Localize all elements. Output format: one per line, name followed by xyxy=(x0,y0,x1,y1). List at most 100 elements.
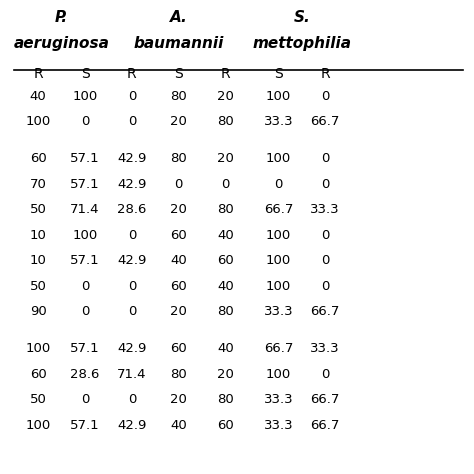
Text: 100: 100 xyxy=(73,229,98,242)
Text: 60: 60 xyxy=(30,152,46,165)
Text: 80: 80 xyxy=(170,368,187,381)
Text: 66.7: 66.7 xyxy=(310,305,340,318)
Text: baumannii: baumannii xyxy=(134,36,224,51)
Text: 0: 0 xyxy=(81,115,89,128)
Text: 80: 80 xyxy=(170,90,187,103)
Text: 0: 0 xyxy=(81,393,89,406)
Text: 42.9: 42.9 xyxy=(117,254,146,267)
Text: 0: 0 xyxy=(128,115,136,128)
Text: 0: 0 xyxy=(321,152,329,165)
Text: 80: 80 xyxy=(217,203,234,216)
Text: 100: 100 xyxy=(26,115,51,128)
Text: 28.6: 28.6 xyxy=(117,203,146,216)
Text: 28.6: 28.6 xyxy=(70,368,100,381)
Text: S: S xyxy=(174,67,183,82)
Text: 57.1: 57.1 xyxy=(70,342,100,356)
Text: 100: 100 xyxy=(266,280,291,292)
Text: 42.9: 42.9 xyxy=(117,178,146,191)
Text: 0: 0 xyxy=(321,280,329,292)
Text: 66.7: 66.7 xyxy=(264,203,293,216)
Text: 0: 0 xyxy=(128,393,136,406)
Text: 0: 0 xyxy=(128,229,136,242)
Text: 40: 40 xyxy=(170,254,187,267)
Text: 20: 20 xyxy=(170,393,187,406)
Text: 100: 100 xyxy=(266,254,291,267)
Text: 66.7: 66.7 xyxy=(264,342,293,356)
Text: 80: 80 xyxy=(217,305,234,318)
Text: 57.1: 57.1 xyxy=(70,419,100,432)
Text: 20: 20 xyxy=(170,305,187,318)
Text: 66.7: 66.7 xyxy=(310,115,340,128)
Text: 100: 100 xyxy=(266,90,291,103)
Text: 33.3: 33.3 xyxy=(264,305,293,318)
Text: 60: 60 xyxy=(170,229,187,242)
Text: 60: 60 xyxy=(170,280,187,292)
Text: 40: 40 xyxy=(217,229,234,242)
Text: 57.1: 57.1 xyxy=(70,152,100,165)
Text: 66.7: 66.7 xyxy=(310,393,340,406)
Text: 33.3: 33.3 xyxy=(264,393,293,406)
Text: 60: 60 xyxy=(217,419,234,432)
Text: 100: 100 xyxy=(26,342,51,356)
Text: 100: 100 xyxy=(266,229,291,242)
Text: 0: 0 xyxy=(128,90,136,103)
Text: 0: 0 xyxy=(128,280,136,292)
Text: 33.3: 33.3 xyxy=(310,203,340,216)
Text: 42.9: 42.9 xyxy=(117,152,146,165)
Text: 33.3: 33.3 xyxy=(264,419,293,432)
Text: 80: 80 xyxy=(217,393,234,406)
Text: 57.1: 57.1 xyxy=(70,254,100,267)
Text: 0: 0 xyxy=(274,178,283,191)
Text: 0: 0 xyxy=(321,368,329,381)
Text: 100: 100 xyxy=(26,419,51,432)
Text: R: R xyxy=(33,67,43,82)
Text: 80: 80 xyxy=(217,115,234,128)
Text: 20: 20 xyxy=(217,152,234,165)
Text: 0: 0 xyxy=(128,305,136,318)
Text: 57.1: 57.1 xyxy=(70,178,100,191)
Text: 80: 80 xyxy=(170,152,187,165)
Text: S: S xyxy=(274,67,283,82)
Text: 40: 40 xyxy=(30,90,46,103)
Text: 100: 100 xyxy=(266,368,291,381)
Text: 60: 60 xyxy=(217,254,234,267)
Text: 0: 0 xyxy=(321,229,329,242)
Text: 50: 50 xyxy=(30,393,46,406)
Text: 60: 60 xyxy=(170,342,187,356)
Text: 20: 20 xyxy=(217,368,234,381)
Text: 0: 0 xyxy=(81,280,89,292)
Text: 50: 50 xyxy=(30,280,46,292)
Text: 33.3: 33.3 xyxy=(310,342,340,356)
Text: 40: 40 xyxy=(217,342,234,356)
Text: 42.9: 42.9 xyxy=(117,419,146,432)
Text: 20: 20 xyxy=(170,203,187,216)
Text: 66.7: 66.7 xyxy=(310,419,340,432)
Text: 10: 10 xyxy=(30,254,46,267)
Text: 0: 0 xyxy=(221,178,229,191)
Text: 10: 10 xyxy=(30,229,46,242)
Text: 0: 0 xyxy=(81,305,89,318)
Text: 40: 40 xyxy=(170,419,187,432)
Text: A.: A. xyxy=(170,10,188,25)
Text: 71.4: 71.4 xyxy=(117,368,146,381)
Text: 70: 70 xyxy=(30,178,46,191)
Text: 42.9: 42.9 xyxy=(117,342,146,356)
Text: 0: 0 xyxy=(321,178,329,191)
Text: 40: 40 xyxy=(217,280,234,292)
Text: 0: 0 xyxy=(321,254,329,267)
Text: 0: 0 xyxy=(321,90,329,103)
Text: 90: 90 xyxy=(30,305,46,318)
Text: S.: S. xyxy=(293,10,310,25)
Text: 50: 50 xyxy=(30,203,46,216)
Text: P.: P. xyxy=(55,10,68,25)
Text: 60: 60 xyxy=(30,368,46,381)
Text: R: R xyxy=(320,67,330,82)
Text: 0: 0 xyxy=(174,178,183,191)
Text: 33.3: 33.3 xyxy=(264,115,293,128)
Text: aeruginosa: aeruginosa xyxy=(14,36,109,51)
Text: 20: 20 xyxy=(217,90,234,103)
Text: mettophilia: mettophilia xyxy=(252,36,351,51)
Text: 20: 20 xyxy=(170,115,187,128)
Text: R: R xyxy=(220,67,230,82)
Text: 100: 100 xyxy=(266,152,291,165)
